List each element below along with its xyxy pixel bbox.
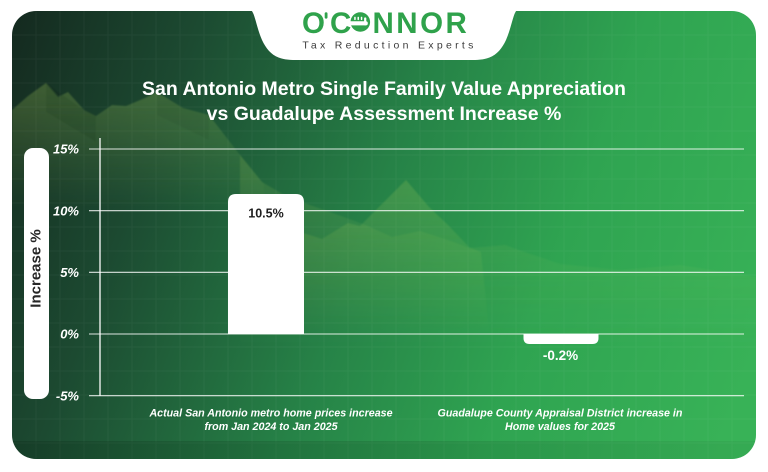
svg-text:San Antonio Metro Single Famil: San Antonio Metro Single Family Value Ap… [142,78,626,100]
svg-text:5%: 5% [60,265,79,280]
svg-text:Guadalupe County Appraisal Dis: Guadalupe County Appraisal District incr… [438,408,683,420]
svg-text:Tax Reduction Experts: Tax Reduction Experts [302,40,476,52]
svg-text:C: C [330,7,351,40]
svg-text:Increase %: Increase % [28,229,45,307]
svg-text:O: O [302,7,325,40]
svg-text:15%: 15% [53,142,79,157]
svg-text:10%: 10% [53,203,79,218]
svg-text:Home values for 2025: Home values for 2025 [505,421,616,433]
svg-text:NNOR: NNOR [373,7,470,40]
svg-text:Actual San Antonio metro home: Actual San Antonio metro home prices inc… [148,408,392,420]
svg-text:from Jan 2024 to Jan 2025: from Jan 2024 to Jan 2025 [204,421,338,433]
svg-text:vs Guadalupe Assessment Increa: vs Guadalupe Assessment Increase % [207,103,562,125]
svg-text:10.5%: 10.5% [248,207,283,221]
svg-text:0%: 0% [60,327,79,342]
svg-text:-5%: -5% [56,388,80,403]
svg-text:-0.2%: -0.2% [543,348,578,363]
